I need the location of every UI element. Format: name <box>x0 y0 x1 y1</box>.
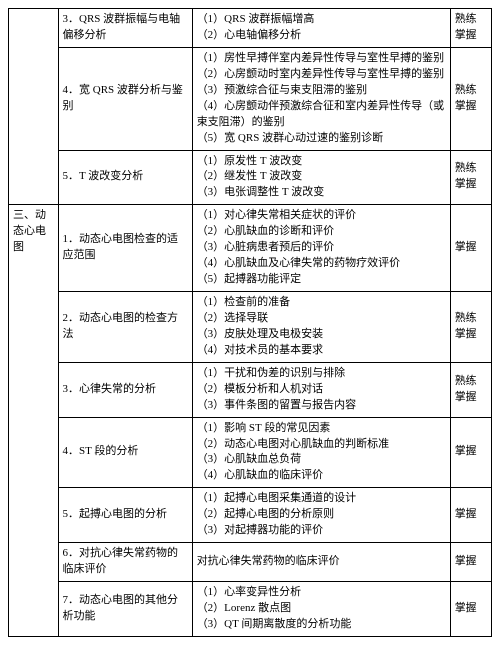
topic-cell: 1．动态心电图检查的适应范围 <box>58 205 192 292</box>
topic-cell: 7．动态心电图的其他分析功能 <box>58 582 192 637</box>
level-cell: 掌握 <box>450 582 491 637</box>
content-cell: （1）干扰和伪差的识别与排除 （2）模板分析和人机对话 （3）事件条图的留置与报… <box>192 362 450 417</box>
table-row: 2．动态心电图的检查方法（1）检查前的准备 （2）选择导联 （3）皮肤处理及电极… <box>9 292 492 363</box>
table-row: 4．ST 段的分析（1）影响 ST 段的常见因素 （2）动态心电图对心肌缺血的判… <box>9 417 492 488</box>
topic-cell: 5．起搏心电图的分析 <box>58 488 192 543</box>
section-cell: 三、动态心电图 <box>9 205 59 637</box>
level-cell: 掌握 <box>450 205 491 292</box>
level-cell: 熟练掌握 <box>450 292 491 363</box>
level-cell: 熟练掌握 <box>450 9 491 48</box>
topic-cell: 4．宽 QRS 波群分析与鉴别 <box>58 47 192 150</box>
table-row: 3．QRS 波群振幅与电轴偏移分析（1）QRS 波群振幅增高 （2）心电轴偏移分… <box>9 9 492 48</box>
section-cell <box>9 9 59 205</box>
content-cell: （1）心率变异性分析 （2）Lorenz 散点图 （3）QT 间期离散度的分析功… <box>192 582 450 637</box>
topic-cell: 3．QRS 波群振幅与电轴偏移分析 <box>58 9 192 48</box>
level-cell: 掌握 <box>450 488 491 543</box>
level-cell: 熟练掌握 <box>450 362 491 417</box>
content-cell: （1）对心律失常相关症状的评价 （2）心肌缺血的诊断和评价 （3）心脏病患者预后… <box>192 205 450 292</box>
table-row: 4．宽 QRS 波群分析与鉴别（1）房性早搏伴室内差异性传导与室性早搏的鉴别 （… <box>9 47 492 150</box>
content-cell: （1）起搏心电图采集通道的设计 （2）起搏心电图的分析原则 （3）对起搏器功能的… <box>192 488 450 543</box>
topic-cell: 4．ST 段的分析 <box>58 417 192 488</box>
topic-cell: 2．动态心电图的检查方法 <box>58 292 192 363</box>
content-cell: （1）房性早搏伴室内差异性传导与室性早搏的鉴别 （2）心房颤动时室内差异性传导与… <box>192 47 450 150</box>
table-row: 5．起搏心电图的分析（1）起搏心电图采集通道的设计 （2）起搏心电图的分析原则 … <box>9 488 492 543</box>
table-row: 5．T 波改变分析（1）原发性 T 波改变 （2）继发性 T 波改变 （3）电张… <box>9 150 492 205</box>
topic-cell: 6．对抗心律失常药物的临床评价 <box>58 543 192 582</box>
content-cell: （1）原发性 T 波改变 （2）继发性 T 波改变 （3）电张调整性 T 波改变 <box>192 150 450 205</box>
topic-cell: 3．心律失常的分析 <box>58 362 192 417</box>
curriculum-table: 3．QRS 波群振幅与电轴偏移分析（1）QRS 波群振幅增高 （2）心电轴偏移分… <box>8 8 492 637</box>
content-cell: （1）检查前的准备 （2）选择导联 （3）皮肤处理及电极安装 （4）对技术员的基… <box>192 292 450 363</box>
level-cell: 掌握 <box>450 417 491 488</box>
level-cell: 掌握 <box>450 543 491 582</box>
level-cell: 熟练掌握 <box>450 150 491 205</box>
content-cell: 对抗心律失常药物的临床评价 <box>192 543 450 582</box>
level-cell: 熟练掌握 <box>450 47 491 150</box>
table-row: 3．心律失常的分析（1）干扰和伪差的识别与排除 （2）模板分析和人机对话 （3）… <box>9 362 492 417</box>
table-row: 三、动态心电图1．动态心电图检查的适应范围（1）对心律失常相关症状的评价 （2）… <box>9 205 492 292</box>
table-row: 7．动态心电图的其他分析功能（1）心率变异性分析 （2）Lorenz 散点图 （… <box>9 582 492 637</box>
table-row: 6．对抗心律失常药物的临床评价对抗心律失常药物的临床评价掌握 <box>9 543 492 582</box>
content-cell: （1）影响 ST 段的常见因素 （2）动态心电图对心肌缺血的判断标准 （3）心肌… <box>192 417 450 488</box>
content-cell: （1）QRS 波群振幅增高 （2）心电轴偏移分析 <box>192 9 450 48</box>
topic-cell: 5．T 波改变分析 <box>58 150 192 205</box>
